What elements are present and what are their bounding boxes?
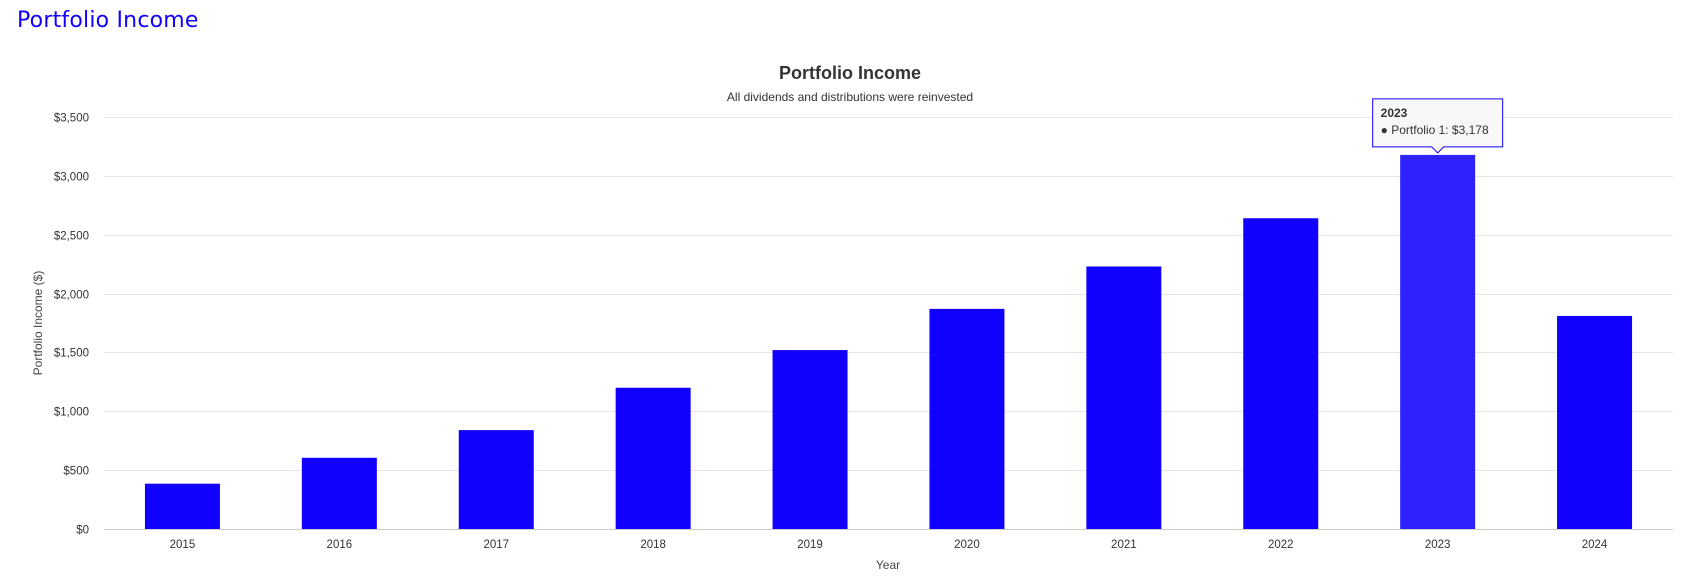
x-tick-label: 2015 bbox=[170, 539, 196, 551]
bars bbox=[144, 154, 1633, 530]
y-tick-label: $500 bbox=[63, 466, 89, 478]
y-axis-ticks: $0 $500 $1,000 $1,500 $2,000 $2,500 $3,000 $3,5… bbox=[54, 113, 89, 537]
y-axis-title: Portfolio Income ($) bbox=[31, 271, 45, 376]
y-tick-label: $2,500 bbox=[54, 231, 89, 243]
bar-2020[interactable] bbox=[929, 308, 1005, 529]
x-tick-label: 2020 bbox=[954, 539, 980, 551]
bar-2015[interactable] bbox=[144, 483, 220, 529]
x-tick-label: 2022 bbox=[1268, 539, 1294, 551]
x-tick-label: 2021 bbox=[1111, 539, 1137, 551]
x-tick-label: 2019 bbox=[797, 539, 823, 551]
y-tick-label: $1,000 bbox=[54, 407, 89, 419]
x-axis-ticks: 2015 2016 2017 2018 2019 2020 2021 2022 2023 2024 bbox=[170, 539, 1608, 551]
bar-2021[interactable] bbox=[1086, 266, 1162, 529]
tooltip-title: 2023 bbox=[1381, 106, 1408, 120]
y-tick-label: $0 bbox=[76, 525, 89, 537]
x-axis-title: Year bbox=[876, 558, 900, 572]
x-tick-label: 2018 bbox=[640, 539, 666, 551]
y-tick-label: $2,000 bbox=[54, 290, 89, 302]
y-tick-label: $3,500 bbox=[54, 113, 89, 125]
x-tick-label: 2023 bbox=[1425, 539, 1451, 551]
x-tick-label: 2016 bbox=[327, 539, 353, 551]
tooltip: 2023 ● Portfolio 1: $3,178 bbox=[1372, 98, 1504, 154]
page-heading: Portfolio Income bbox=[17, 8, 199, 33]
y-tick-label: $3,000 bbox=[54, 172, 89, 184]
chart-subtitle: All dividends and distributions were rei… bbox=[727, 90, 973, 104]
chart-title: Portfolio Income bbox=[779, 63, 921, 83]
x-tick-label: 2024 bbox=[1582, 539, 1608, 551]
tooltip-text: ● Portfolio 1: $3,178 bbox=[1381, 123, 1489, 137]
bar-2016[interactable] bbox=[301, 457, 377, 529]
bar-2023[interactable] bbox=[1400, 154, 1476, 530]
x-tick-label: 2017 bbox=[483, 539, 509, 551]
y-tick-label: $1,500 bbox=[54, 348, 89, 360]
bar-2022[interactable] bbox=[1243, 218, 1319, 529]
bar-2019[interactable] bbox=[772, 350, 848, 529]
bar-2024[interactable] bbox=[1557, 315, 1633, 529]
bar-2017[interactable] bbox=[458, 430, 534, 529]
bar-2018[interactable] bbox=[615, 387, 691, 529]
tooltip-box bbox=[1372, 98, 1504, 154]
